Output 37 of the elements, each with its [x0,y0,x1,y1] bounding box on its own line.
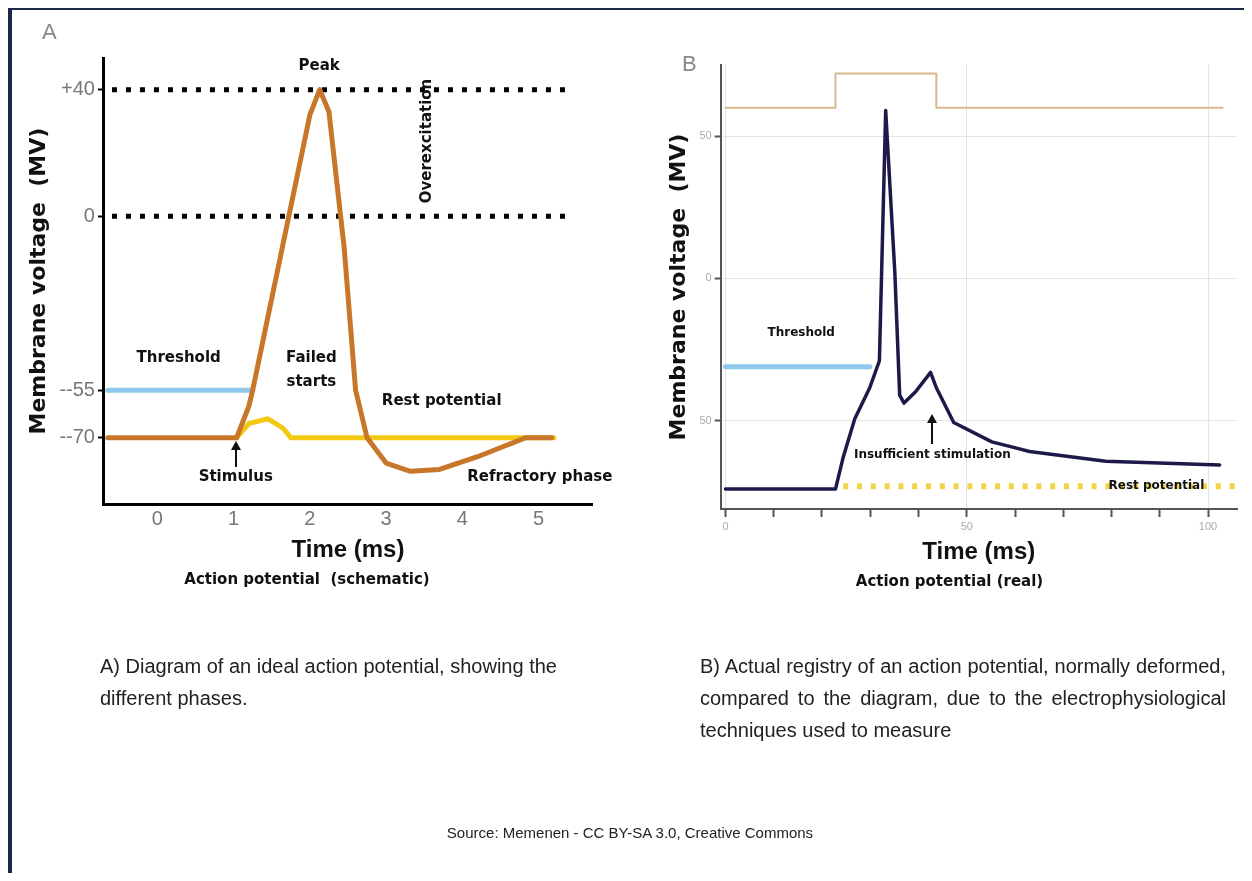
y-tick-label: 0 [83,203,95,226]
x-axis-title: Time (ms) [291,535,405,563]
annotation: Insufficient stimulation [853,446,1011,461]
y-tick-label: 50 [699,413,712,426]
x-tick-label: 1 [228,506,240,529]
text: B [682,51,697,77]
y-tick-label: 0 [705,271,712,284]
y-tick-label: +40 [61,77,95,100]
annotation: Peak [298,55,341,74]
annotation: Threshold [767,325,835,340]
x-tick-label: 3 [380,506,392,529]
x-tick-label: 0 [151,506,163,529]
y-tick-label: --70 [59,425,95,448]
x-axis-title: Time (ms) [922,537,1036,565]
x-tick-label: 4 [456,506,468,529]
y-axis-title: Membrane voltage (MV) [24,127,50,435]
annotation: Refractory phase [467,467,613,486]
x-tick-label: 0 [722,519,729,532]
annotation: Overexcitation [417,78,436,204]
x-tick-label: 100 [1198,519,1218,532]
y-tick-label: --55 [59,377,95,400]
y-axis-title: Membrane voltage (MV) [664,133,690,441]
x-tick-label: 50 [960,519,973,532]
annotation: Failed starts [286,348,337,391]
text: Action potential (schematic) [184,569,430,588]
text: A) Diagram of an ideal action potential, showing the different phases. [100,654,558,711]
source-note: Source: Memenen - CC BY-SA 3.0, Creative Commons [445,823,815,843]
x-tick-label: 5 [533,506,545,529]
annotation: Stimulus [198,467,273,486]
text: A [42,19,57,45]
x-tick-label: 2 [304,506,316,529]
text: Action potential (real) [855,571,1044,590]
annotation: Rest potential [1108,477,1205,492]
y-tick-label: 50 [699,129,712,142]
annotation: Rest potential [381,390,502,409]
annotation: Threshold [136,348,221,367]
text: B) Actual registry of an action potential, normally deformed, compared to the diagram, due to the electrophysiological techniques used to measure [700,654,1226,743]
